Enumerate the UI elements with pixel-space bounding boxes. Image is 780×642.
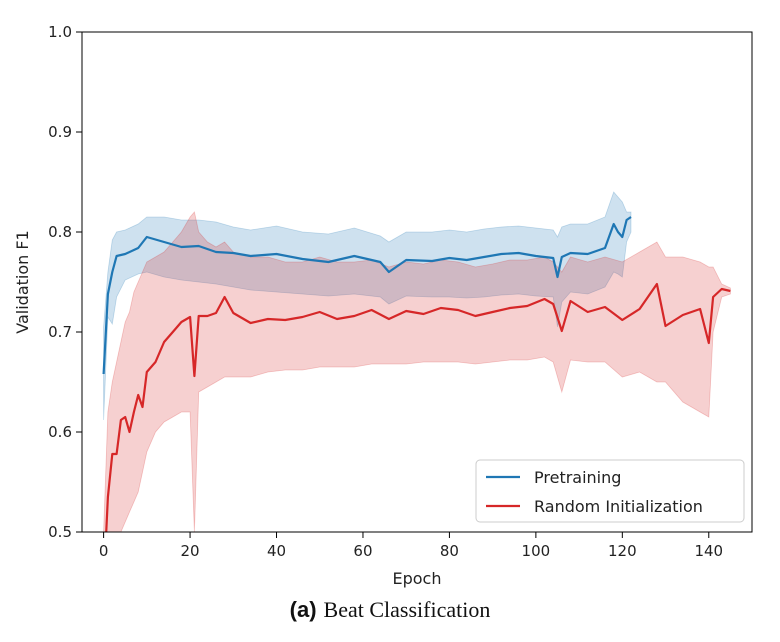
series-lines — [102, 216, 731, 532]
plot-frame — [81, 31, 753, 533]
x-tick-label: 0 — [99, 542, 109, 560]
y-tick-label: 0.6 — [48, 423, 72, 441]
band-pretraining — [103, 191, 632, 421]
y-tick-label: 0.5 — [48, 523, 72, 541]
y-tick-label: 1.0 — [48, 23, 72, 41]
legend: Pretraining Random Initialization — [475, 459, 745, 523]
y-axis-label: Validation F1 — [13, 230, 32, 333]
legend-box — [475, 459, 745, 523]
confidence-bands — [103, 191, 731, 532]
x-tick-label: 100 — [522, 542, 551, 560]
x-tick-label: 60 — [353, 542, 372, 560]
legend-label-pretraining: Pretraining — [534, 468, 621, 487]
legend-label-random-initialization: Random Initialization — [534, 497, 703, 516]
caption-panel-label: (a) — [289, 597, 317, 622]
y-tick-label: 0.9 — [48, 123, 72, 141]
line-pretraining — [102, 216, 632, 375]
x-axis-label: Epoch — [393, 569, 442, 588]
chart: 0 20 40 60 80 100 120 140 0.5 0.6 0.7 0.8 0.9 1.0 Pre… — [13, 23, 753, 588]
line-random-initialization — [105, 282, 731, 532]
x-tick-label: 140 — [694, 542, 723, 560]
y-tick-label: 0.8 — [48, 223, 72, 241]
caption-text: Beat Classification — [323, 597, 491, 622]
x-tick-label: 20 — [181, 542, 200, 560]
figure-caption: (a) Beat Classification — [0, 597, 780, 623]
axes: 0 20 40 60 80 100 120 140 0.5 0.6 0.7 0.8 0.9 1.0 — [48, 23, 753, 560]
x-tick-label: 120 — [608, 542, 637, 560]
x-tick-label: 80 — [440, 542, 459, 560]
x-tick-label: 40 — [267, 542, 286, 560]
y-tick-label: 0.7 — [48, 323, 72, 341]
